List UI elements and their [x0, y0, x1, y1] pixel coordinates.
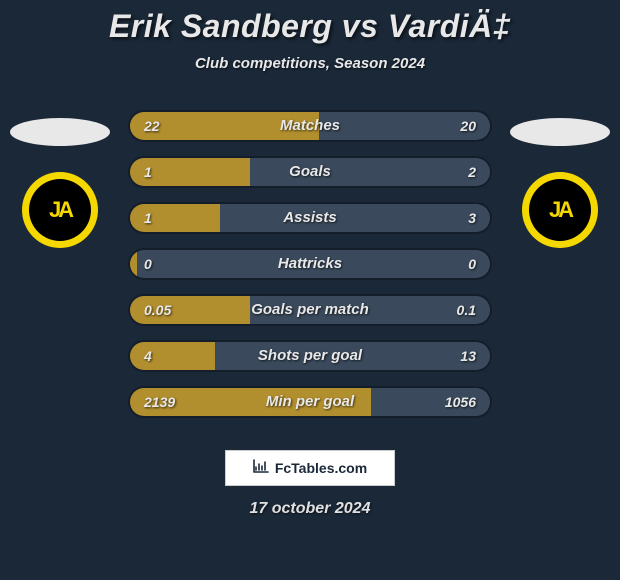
page-title: Erik Sandberg vs VardiÄ‡	[0, 0, 620, 45]
stat-value-left: 1	[130, 204, 166, 232]
stat-bar: 413Shots per goal	[130, 342, 490, 370]
stat-bar: 12Goals	[130, 158, 490, 186]
badge-inner: JA	[529, 179, 591, 241]
page-date: 17 october 2024	[0, 500, 620, 518]
stat-value-left: 4	[130, 342, 166, 370]
stat-value-left: 2139	[130, 388, 189, 416]
stat-value-right: 20	[446, 112, 490, 140]
stat-bar-right-fill	[137, 250, 490, 278]
stat-value-right: 3	[454, 204, 490, 232]
player-ellipse-left	[10, 118, 110, 146]
badge-outer: JA	[522, 172, 598, 248]
stat-value-right: 0.1	[443, 296, 490, 324]
comparison-area: JA JA 2220Matches12Goals13Assists00Hattr…	[0, 112, 620, 432]
stat-value-left: 0.05	[130, 296, 185, 324]
badge-outer: JA	[22, 172, 98, 248]
stat-bars: 2220Matches12Goals13Assists00Hattricks0.…	[130, 112, 490, 434]
player-ellipse-right	[510, 118, 610, 146]
stat-bar: 2220Matches	[130, 112, 490, 140]
club-badge-left: JA	[22, 172, 98, 248]
stat-value-left: 22	[130, 112, 174, 140]
stat-bar-right-fill	[220, 204, 490, 232]
chart-icon	[253, 459, 269, 477]
stat-bar: 13Assists	[130, 204, 490, 232]
stat-value-left: 1	[130, 158, 166, 186]
stat-bar: 00Hattricks	[130, 250, 490, 278]
badge-inner: JA	[29, 179, 91, 241]
stat-bar: 21391056Min per goal	[130, 388, 490, 416]
stat-value-right: 0	[454, 250, 490, 278]
stat-value-right: 13	[446, 342, 490, 370]
stat-value-right: 2	[454, 158, 490, 186]
footer-logo: FcTables.com	[225, 450, 395, 486]
stat-bar: 0.050.1Goals per match	[130, 296, 490, 324]
stat-value-left: 0	[130, 250, 166, 278]
club-badge-right: JA	[522, 172, 598, 248]
stat-value-right: 1056	[431, 388, 490, 416]
page-subtitle: Club competitions, Season 2024	[0, 55, 620, 72]
footer-brand-text: FcTables.com	[275, 460, 367, 476]
